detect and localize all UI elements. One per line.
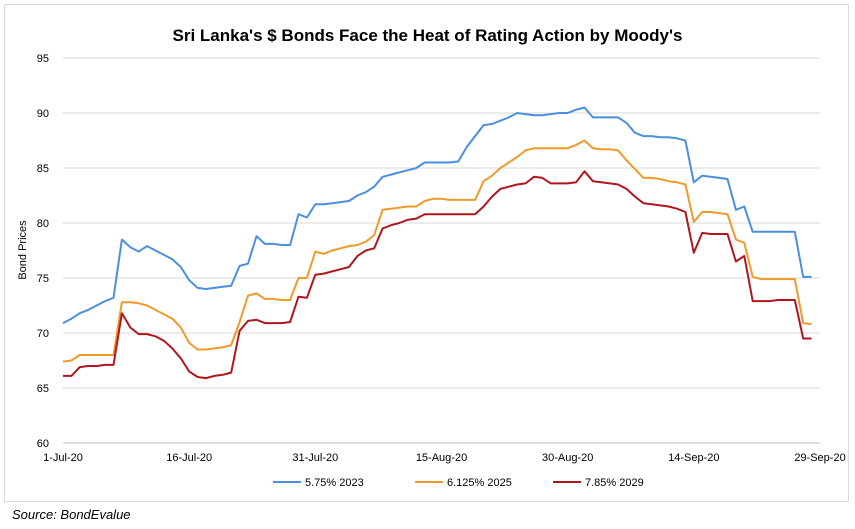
legend-label-2: 6.125% 2025 (447, 477, 512, 489)
x-tick-label: 31-Jul-20 (292, 452, 338, 464)
series-line-3 (63, 170, 812, 380)
legend-label-1: 5.75% 2023 (305, 477, 364, 489)
legend-label-3: 7.85% 2029 (585, 477, 644, 489)
x-tick-label: 1-Jul-20 (43, 452, 83, 464)
x-tick-label: 29-Sep-20 (794, 452, 845, 464)
y-tick-label: 80 (37, 218, 49, 230)
series-line-1 (62, 106, 812, 324)
y-tick-label: 65 (37, 383, 49, 395)
y-tick-label: 75 (37, 273, 49, 285)
y-axis-ticks: 60 65 70 75 80 85 90 95 (37, 53, 49, 450)
y-tick-label: 85 (37, 163, 49, 175)
y-tick-label: 60 (37, 438, 49, 450)
gridlines (63, 57, 820, 389)
x-tick-label: 15-Aug-20 (416, 452, 467, 464)
y-tick-label: 90 (37, 108, 49, 120)
x-tick-label: 30-Aug-20 (542, 452, 593, 464)
chart-frame (4, 4, 849, 502)
legend: 5.75% 2023 6.125% 2025 7.85% 2029 (273, 477, 644, 489)
y-axis-label: Bond Prices (17, 220, 29, 280)
series-line-2 (62, 139, 812, 363)
x-tick-label: 16-Jul-20 (166, 452, 212, 464)
y-tick-label: 95 (37, 53, 49, 65)
x-tick-label: 14-Sep-20 (668, 452, 719, 464)
chart-title: Sri Lanka's $ Bonds Face the Heat of Rat… (172, 26, 683, 45)
series-lines (62, 106, 812, 380)
x-axis-ticks: 1-Jul-20 16-Jul-20 31-Jul-20 15-Aug-20 30-Au… (43, 452, 846, 464)
source-note: Source: BondEvalue (12, 507, 131, 522)
y-tick-label: 70 (37, 328, 49, 340)
